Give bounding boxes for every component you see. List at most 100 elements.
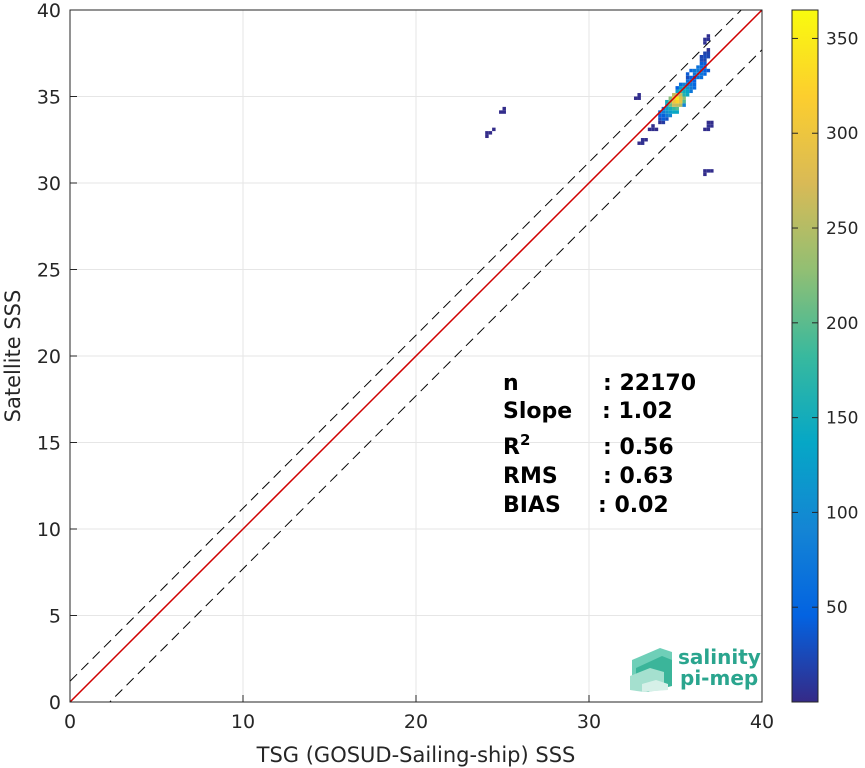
density-cell <box>661 110 666 114</box>
density-cell <box>675 96 679 100</box>
density-cell <box>682 82 686 87</box>
density-cell <box>644 138 648 142</box>
density-cell <box>637 93 641 97</box>
y-tick-label: 15 <box>37 433 61 455</box>
density-cell <box>682 89 686 94</box>
density-cell <box>699 54 704 59</box>
stat-label: BIAS <box>503 493 561 518</box>
density-cell <box>703 169 707 173</box>
density-cell <box>703 61 707 66</box>
density-cell <box>689 68 693 73</box>
density-cell <box>658 117 662 121</box>
y-tick-label: 5 <box>49 606 61 628</box>
density-cell <box>703 68 707 73</box>
reference-lines <box>70 10 762 702</box>
density-cell <box>699 65 704 69</box>
stat-value: : 0.63 <box>603 464 674 489</box>
density-cell <box>706 48 711 52</box>
density-cell <box>703 172 707 177</box>
density-cell <box>710 120 714 125</box>
density-cell <box>685 86 690 90</box>
density-cell <box>703 37 707 42</box>
colorbar <box>791 9 819 703</box>
density-cell <box>703 54 707 59</box>
density-cell <box>658 113 662 118</box>
density-cell <box>651 127 655 132</box>
colorbar-tick-label: 200 <box>826 314 858 334</box>
density-cell <box>682 96 686 100</box>
stat-label: RMS <box>503 464 558 489</box>
density-cell <box>665 113 669 118</box>
density-cell <box>665 110 669 114</box>
density-cell <box>668 113 673 118</box>
density-cell <box>699 58 704 62</box>
x-tick-label: 30 <box>577 711 601 733</box>
density-cell <box>685 79 690 83</box>
density-cell <box>672 103 676 107</box>
density-cell <box>647 127 652 132</box>
density-cell <box>682 93 686 97</box>
density-cell <box>661 113 666 118</box>
density-cell <box>689 89 693 94</box>
stat-value: : 0.02 <box>598 493 669 518</box>
colorbar-tick-label: 350 <box>826 29 858 49</box>
regression-line <box>70 10 762 702</box>
density-cell <box>692 82 697 87</box>
density-cell <box>706 54 711 59</box>
density-cell <box>692 68 697 73</box>
density-cell <box>703 51 707 55</box>
density-cell <box>689 86 693 90</box>
y-tick-label: 35 <box>37 87 61 109</box>
density-cell <box>492 127 496 132</box>
density-cell <box>685 93 690 97</box>
density-cell <box>661 120 666 125</box>
stat-label: n <box>503 371 519 396</box>
density-cell <box>675 86 679 90</box>
density-cell <box>661 117 666 121</box>
density-cell <box>699 72 704 76</box>
x-tick-label: 0 <box>64 711 76 733</box>
density-cells <box>485 34 714 177</box>
svg-text:pi-mep: pi-mep <box>680 666 758 690</box>
density-cell <box>692 79 697 83</box>
density-cell <box>499 110 503 114</box>
density-cell <box>672 106 676 111</box>
density-cell <box>678 86 683 90</box>
density-cell <box>672 99 676 104</box>
x-axis-label: TSG (GOSUD-Sailing-ship) SSS <box>256 743 576 767</box>
density-cell <box>706 124 711 128</box>
colorbar-tick-label: 250 <box>826 219 858 239</box>
density-cell <box>488 131 493 135</box>
colorbar-ticks: 50 100 150 200 250 300 350 <box>792 29 858 618</box>
density-cell <box>689 75 693 80</box>
density-cell <box>703 72 707 76</box>
density-cell <box>706 37 711 42</box>
colorbar-tick-label: 50 <box>826 598 848 618</box>
x-tick-label: 40 <box>750 711 774 733</box>
density-cell <box>682 99 686 104</box>
density-cell <box>678 103 683 107</box>
y-tick-label: 20 <box>37 346 61 368</box>
colorbar-tick-label: 100 <box>826 503 858 523</box>
density-cell <box>633 96 638 100</box>
upper-bound-line <box>70 10 742 682</box>
density-cell <box>502 110 506 114</box>
colorbar-tick-label: 150 <box>826 409 858 429</box>
density-cell <box>685 75 690 80</box>
y-tick-label: 40 <box>37 0 61 22</box>
density-cell <box>710 124 714 128</box>
density-cell <box>665 106 669 111</box>
lower-bound-line <box>109 49 762 702</box>
density-cell <box>485 131 489 135</box>
density-cell <box>692 86 697 90</box>
density-cell <box>699 61 704 66</box>
y-tick-label: 10 <box>37 519 61 541</box>
density-cell <box>668 103 673 107</box>
density-cell <box>640 138 645 142</box>
density-cell <box>696 65 700 69</box>
density-cell <box>710 169 714 173</box>
y-tick-label: 30 <box>37 173 61 195</box>
density-cell <box>675 99 679 104</box>
x-tick-label: 20 <box>404 711 428 733</box>
